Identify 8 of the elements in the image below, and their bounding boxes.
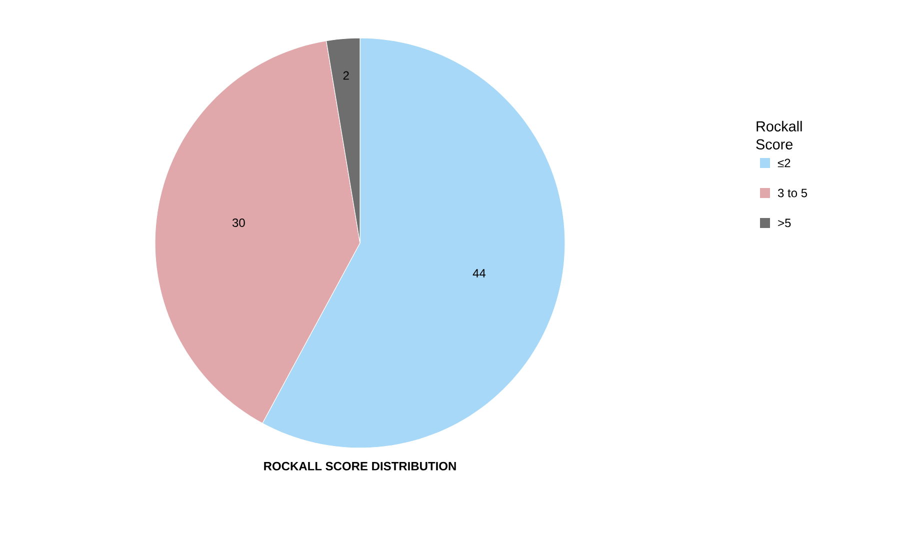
data-label: 2 bbox=[343, 71, 349, 80]
text: ROCKALL SCORE DISTRIBUTION bbox=[264, 462, 456, 470]
data-label: 30 bbox=[232, 218, 245, 227]
legend-label: 3 to 5 bbox=[778, 188, 808, 198]
legend-title: Rockall Score bbox=[756, 120, 802, 150]
legend-label: ≤2 bbox=[778, 158, 790, 168]
legend-label: >5 bbox=[778, 218, 791, 228]
data-label: 44 bbox=[472, 269, 486, 278]
